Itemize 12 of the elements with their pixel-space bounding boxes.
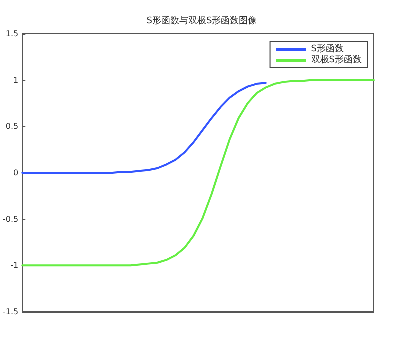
line-series bbox=[22, 82, 267, 174]
y-tick-label: 0.5 bbox=[6, 122, 19, 132]
y-tick-label: -0.5 bbox=[3, 214, 19, 224]
chart-title: S形函数与双极S形函数图像 bbox=[146, 16, 258, 26]
legend-label: S形函数 bbox=[311, 44, 344, 54]
y-tick-label: -1 bbox=[10, 261, 19, 270]
y-tick-label: 1 bbox=[14, 76, 19, 85]
y-tick-label: 1.5 bbox=[6, 30, 19, 38]
legend-label: 双极S形函数 bbox=[311, 54, 362, 66]
y-tick-label: -1.5 bbox=[3, 308, 19, 316]
line-series bbox=[22, 79, 375, 267]
y-tick-label: 0 bbox=[14, 168, 19, 178]
